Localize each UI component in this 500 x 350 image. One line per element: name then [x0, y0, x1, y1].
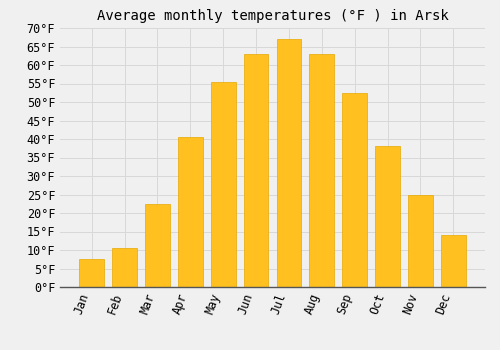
Bar: [342, 93, 367, 287]
Bar: [211, 82, 236, 287]
Bar: [178, 137, 203, 287]
Bar: [276, 39, 301, 287]
Bar: [408, 195, 433, 287]
Bar: [244, 54, 268, 287]
Bar: [145, 204, 170, 287]
Bar: [112, 248, 137, 287]
Bar: [310, 54, 334, 287]
Bar: [441, 235, 466, 287]
Bar: [80, 259, 104, 287]
Title: Average monthly temperatures (°F ) in Arsk: Average monthly temperatures (°F ) in Ar…: [96, 9, 448, 23]
Bar: [376, 146, 400, 287]
